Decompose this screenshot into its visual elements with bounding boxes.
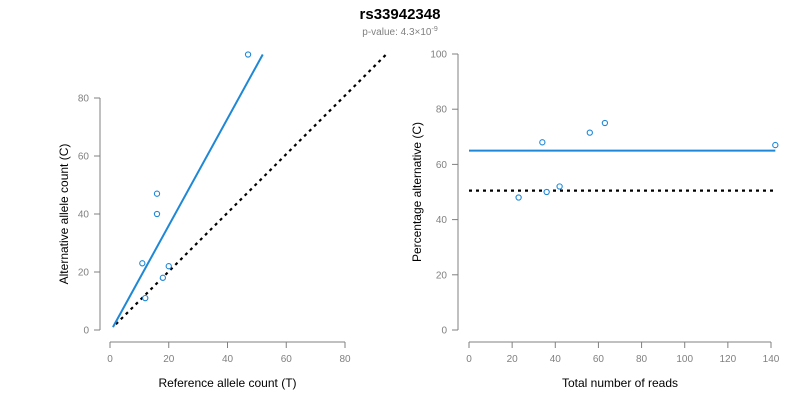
reference-line <box>115 53 387 325</box>
x-tick-label: 40 <box>550 354 562 365</box>
y-tick-label: 60 <box>78 152 90 163</box>
x-tick-label: 60 <box>281 354 293 365</box>
x-tick-label: 140 <box>763 354 780 365</box>
data-point <box>556 183 563 190</box>
data-point <box>153 210 161 218</box>
x-tick-label: 40 <box>222 354 234 365</box>
p-value-text: p-value: 4.3×10 <box>362 27 432 38</box>
data-point <box>543 188 550 196</box>
chart-subtitle: p-value: 4.3×10-9 <box>362 26 438 38</box>
y-tick-label: 80 <box>436 105 448 116</box>
y-tick-label: 0 <box>441 326 447 337</box>
data-point <box>539 139 546 146</box>
chart-title: rs33942348 <box>360 6 441 23</box>
plot-percentage-alternative: 0 20 40 60 80 100 120 140 0 20 40 60 80 100 Total numb… <box>410 50 780 391</box>
y-tick-label: 20 <box>436 270 448 281</box>
x-tick-label: 60 <box>593 354 605 365</box>
y-tick-label: 0 <box>83 326 89 337</box>
fit-line <box>112 54 264 328</box>
data-point <box>244 51 252 58</box>
y-axis-label: Percentage alternative (C) <box>410 122 424 262</box>
x-tick-label: 0 <box>107 354 113 365</box>
x-tick-label: 80 <box>636 354 648 365</box>
y-tick-label: 40 <box>436 215 448 226</box>
data-point <box>772 141 779 149</box>
x-axis-label: Reference allele count (T) <box>158 376 296 390</box>
data-point <box>515 194 522 201</box>
y-tick-label: 40 <box>78 210 90 221</box>
x-tick-label: 120 <box>720 354 737 365</box>
x-tick-label: 100 <box>676 354 693 365</box>
data-point <box>586 129 593 136</box>
y-tick-label: 60 <box>436 160 448 171</box>
x-tick-label: 80 <box>339 354 351 365</box>
y-axis-label: Alternative allele count (C) <box>57 144 71 285</box>
y-tick-label: 20 <box>78 268 90 279</box>
data-point <box>153 190 161 197</box>
data-point <box>142 294 149 302</box>
x-tick-label: 20 <box>507 354 519 365</box>
data-point <box>139 260 146 267</box>
x-axis-label: Total number of reads <box>562 376 678 390</box>
data-point <box>159 274 167 281</box>
y-tick-label: 100 <box>430 50 447 61</box>
p-value-exponent: -9 <box>431 26 437 33</box>
data-point <box>601 119 609 127</box>
y-tick-label: 80 <box>78 94 90 105</box>
plot-allele-counts: 0 20 40 60 80 0 20 40 60 80 Reference allele count… <box>57 51 387 390</box>
x-tick-label: 20 <box>163 354 175 365</box>
x-tick-label: 0 <box>466 354 472 365</box>
data-point <box>165 263 172 270</box>
